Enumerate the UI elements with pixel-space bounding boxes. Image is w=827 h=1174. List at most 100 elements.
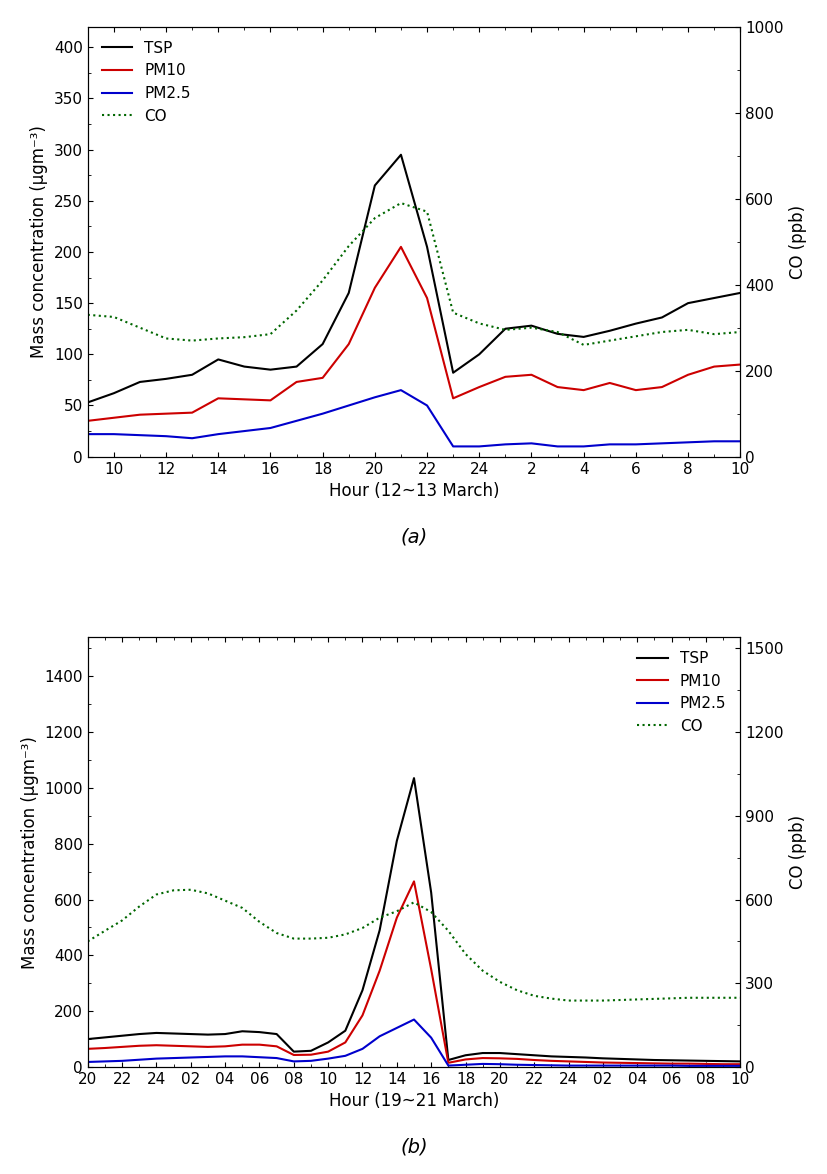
CO <box>187 333 197 348</box>
TSP <box>632 1052 642 1066</box>
PM2.5 <box>83 1055 93 1070</box>
Line: PM2.5: PM2.5 <box>88 1019 739 1066</box>
PM10 <box>597 1055 607 1070</box>
PM10 <box>656 380 666 394</box>
CO <box>340 927 350 942</box>
PM10 <box>83 413 93 427</box>
PM10 <box>563 1054 573 1068</box>
PM2.5 <box>648 1059 658 1073</box>
TSP <box>109 386 119 400</box>
PM10 <box>237 1038 247 1052</box>
CO <box>495 974 504 989</box>
CO <box>717 991 727 1005</box>
PM10 <box>220 1039 230 1053</box>
TSP <box>239 359 249 373</box>
CO <box>151 888 161 902</box>
PM10 <box>666 1057 676 1071</box>
CO <box>318 274 327 288</box>
PM10 <box>442 1055 452 1070</box>
TSP <box>447 365 457 379</box>
PM2.5 <box>477 1057 487 1071</box>
PM2.5 <box>220 1050 230 1064</box>
TSP <box>666 1053 676 1067</box>
PM10 <box>134 1039 144 1053</box>
TSP <box>220 1027 230 1041</box>
TSP <box>395 148 405 162</box>
TSP <box>357 983 367 997</box>
CO <box>426 905 436 919</box>
CO <box>683 991 693 1005</box>
CO <box>370 211 380 225</box>
Y-axis label: Mass concentration (μgm⁻³): Mass concentration (μgm⁻³) <box>31 126 48 358</box>
PM2.5 <box>546 1058 556 1072</box>
PM2.5 <box>291 413 301 427</box>
PM10 <box>460 1052 470 1066</box>
TSP <box>265 363 275 377</box>
CO <box>580 993 590 1007</box>
PM10 <box>648 1057 658 1071</box>
PM2.5 <box>318 406 327 420</box>
PM10 <box>717 1057 727 1071</box>
TSP <box>604 324 614 338</box>
PM2.5 <box>134 1053 144 1067</box>
CO <box>422 204 432 218</box>
TSP <box>306 1044 316 1058</box>
CO <box>213 331 223 345</box>
X-axis label: Hour (12~13 March): Hour (12~13 March) <box>328 483 499 500</box>
TSP <box>289 1045 299 1059</box>
PM10 <box>552 380 562 394</box>
PM10 <box>289 1048 299 1062</box>
PM10 <box>271 1039 281 1053</box>
TSP <box>656 310 666 324</box>
CO <box>526 321 536 335</box>
PM10 <box>630 383 640 397</box>
TSP <box>343 285 353 299</box>
CO <box>500 323 509 337</box>
TSP <box>291 359 301 373</box>
PM2.5 <box>213 427 223 441</box>
PM2.5 <box>526 437 536 451</box>
CO <box>289 931 299 945</box>
TSP <box>511 1047 521 1061</box>
PM10 <box>409 875 418 889</box>
TSP <box>460 1048 470 1062</box>
TSP <box>237 1024 247 1038</box>
PM10 <box>391 911 401 925</box>
PM2.5 <box>708 434 718 448</box>
CO <box>135 321 145 335</box>
PM2.5 <box>343 398 353 412</box>
CO <box>630 329 640 343</box>
TSP <box>683 1053 693 1067</box>
PM2.5 <box>83 427 93 441</box>
TSP <box>526 318 536 332</box>
CO <box>511 983 521 997</box>
PM2.5 <box>528 1058 538 1072</box>
CO <box>666 991 676 1005</box>
PM2.5 <box>135 429 145 443</box>
PM10 <box>500 370 509 384</box>
PM10 <box>528 1053 538 1067</box>
PM10 <box>632 1057 642 1071</box>
PM10 <box>614 1055 624 1070</box>
PM10 <box>426 963 436 977</box>
PM10 <box>526 367 536 382</box>
TSP <box>391 834 401 848</box>
PM2.5 <box>500 438 509 452</box>
PM10 <box>708 359 718 373</box>
PM2.5 <box>265 421 275 436</box>
TSP <box>340 1024 350 1038</box>
TSP <box>213 352 223 366</box>
TSP <box>474 348 484 362</box>
Text: (a): (a) <box>400 527 427 547</box>
CO <box>343 239 353 254</box>
CO <box>632 992 642 1006</box>
PM2.5 <box>552 439 562 453</box>
Legend: TSP, PM10, PM2.5, CO: TSP, PM10, PM2.5, CO <box>95 34 197 129</box>
CO <box>109 310 119 324</box>
PM10 <box>135 407 145 421</box>
PM10 <box>477 1051 487 1065</box>
TSP <box>409 771 418 785</box>
PM2.5 <box>271 1051 281 1065</box>
CO <box>682 323 692 337</box>
TSP <box>134 1027 144 1041</box>
